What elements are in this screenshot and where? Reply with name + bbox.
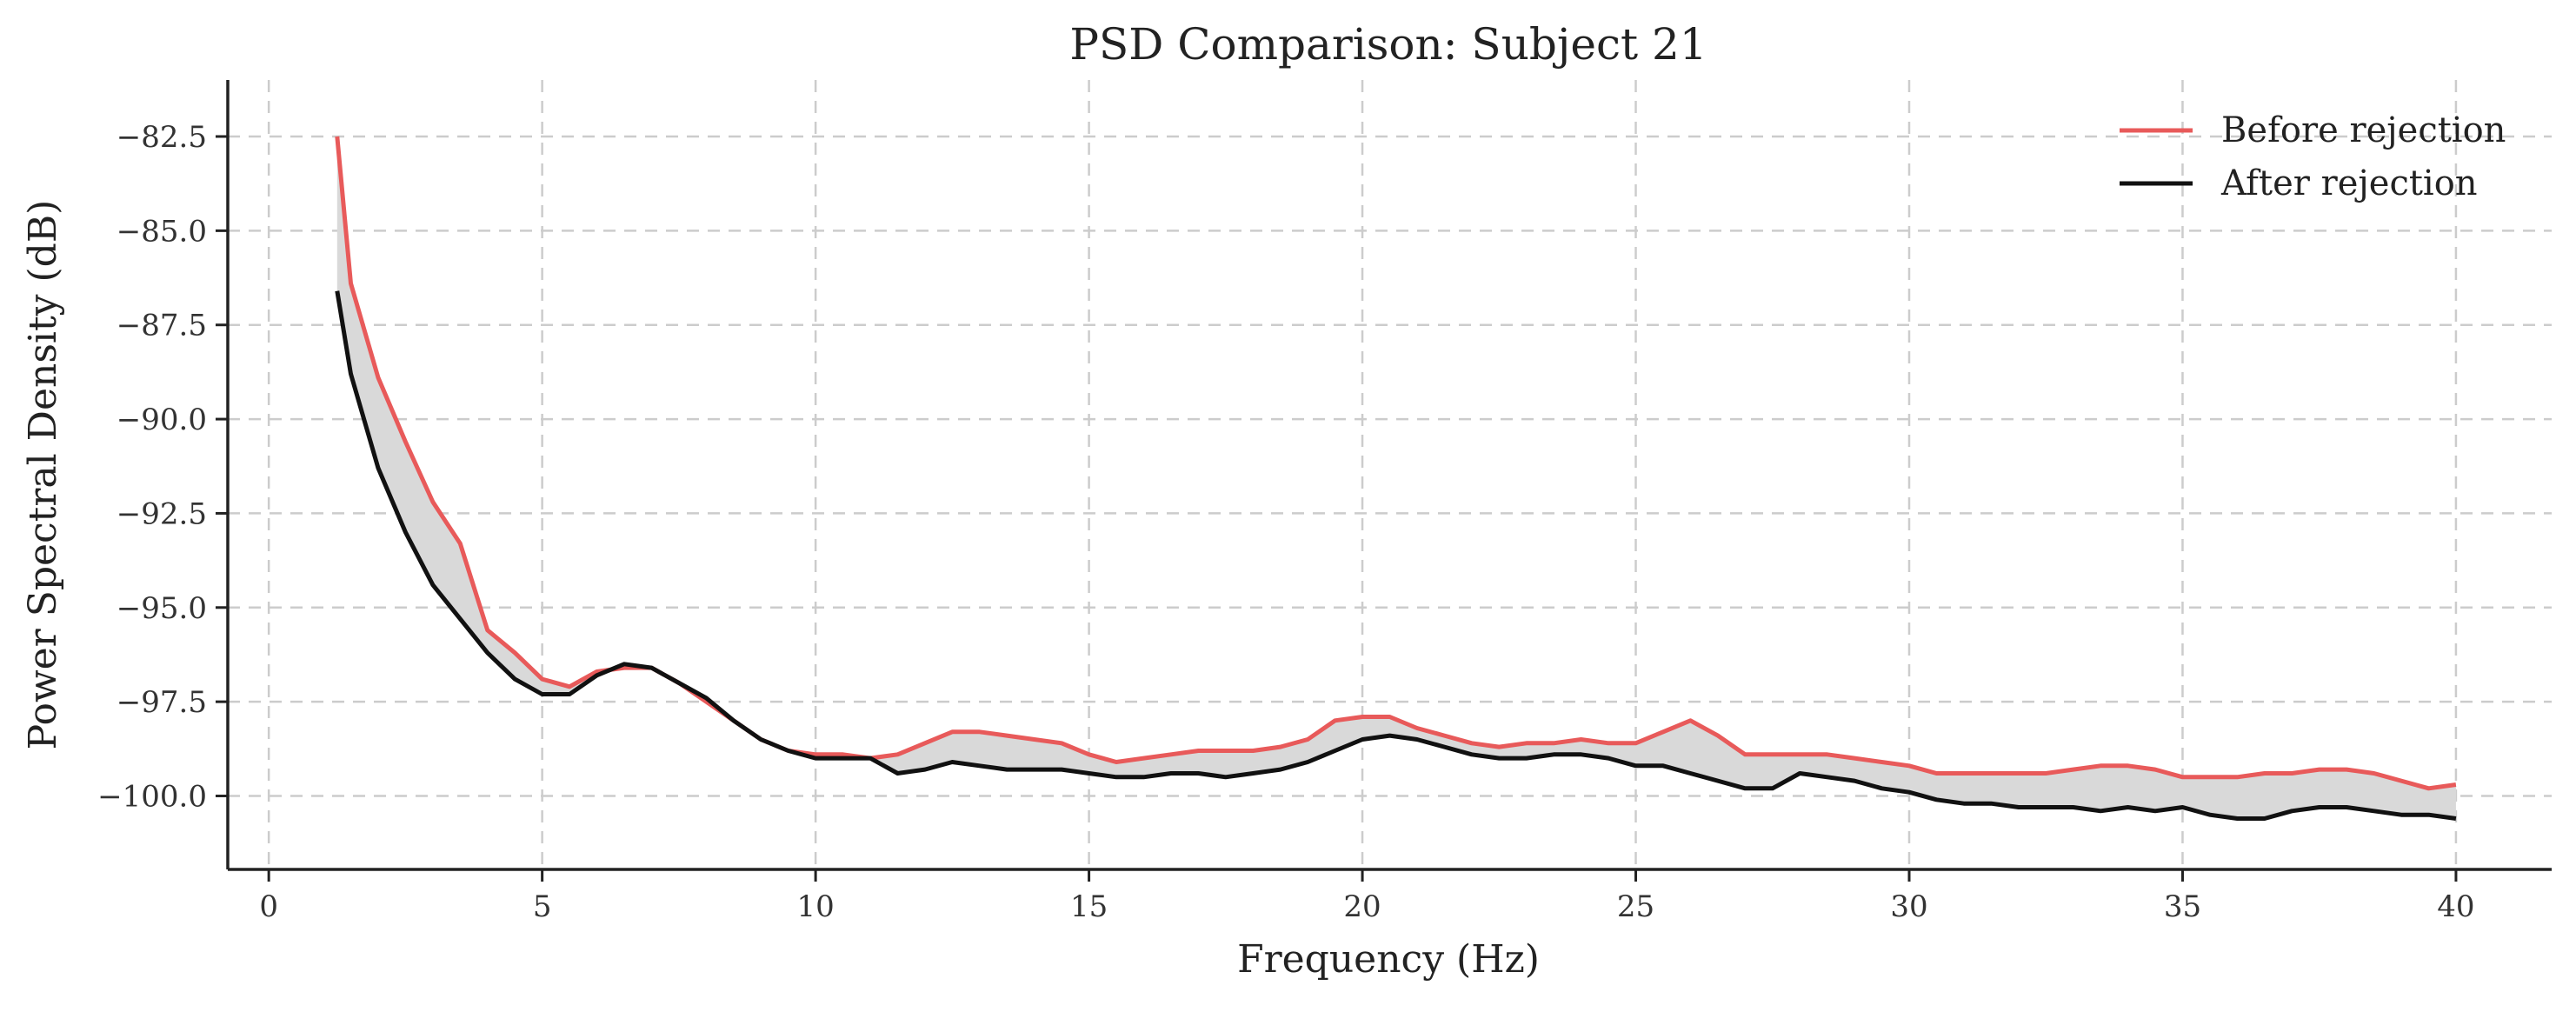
series-lines xyxy=(335,136,2457,821)
x-tick-label: 40 xyxy=(2437,889,2474,924)
grid-lines xyxy=(228,80,2552,869)
y-tick-label: −90.0 xyxy=(116,403,207,437)
x-tick-label: 5 xyxy=(533,889,552,924)
y-tick-label: −85.0 xyxy=(116,214,207,249)
y-tick-label: −95.0 xyxy=(116,591,207,626)
x-tick-label: 15 xyxy=(1070,889,1108,924)
y-tick-label: −97.5 xyxy=(116,685,207,720)
series-line-before-rejection xyxy=(335,136,2457,791)
y-tick-label: −82.5 xyxy=(116,120,207,155)
x-axis-label: Frequency (Hz) xyxy=(1237,937,1540,982)
y-tick-label: −92.5 xyxy=(116,496,207,531)
difference-area xyxy=(336,136,2456,819)
y-axis-label: Power Spectral Density (dB) xyxy=(21,200,65,750)
x-tick-label: 30 xyxy=(1890,889,1927,924)
difference-fill xyxy=(336,136,2456,819)
legend-label-after-rejection: After rejection xyxy=(2220,163,2478,203)
x-axis-ticks: 0 5 10 15 20 25 30 35 40 xyxy=(259,869,2475,924)
chart-title: PSD Comparison: Subject 21 xyxy=(1069,19,1707,70)
legend-label-before-rejection: Before rejection xyxy=(2221,110,2506,150)
x-tick-label: 35 xyxy=(2164,889,2201,924)
x-tick-label: 25 xyxy=(1617,889,1654,924)
legend: Before rejection After rejection xyxy=(2120,110,2506,203)
y-tick-label: −87.5 xyxy=(116,309,207,343)
y-axis-ticks: −100.0 −97.5 −95.0 −92.5 −90.0 −87.5 −85.0 −82.… xyxy=(97,120,228,814)
axes xyxy=(226,80,2552,871)
x-tick-label: 10 xyxy=(796,889,834,924)
x-tick-label: 20 xyxy=(1343,889,1381,924)
y-tick-label: −100.0 xyxy=(97,779,207,814)
series-line-after-rejection xyxy=(335,290,2457,821)
x-tick-label: 0 xyxy=(259,889,278,924)
